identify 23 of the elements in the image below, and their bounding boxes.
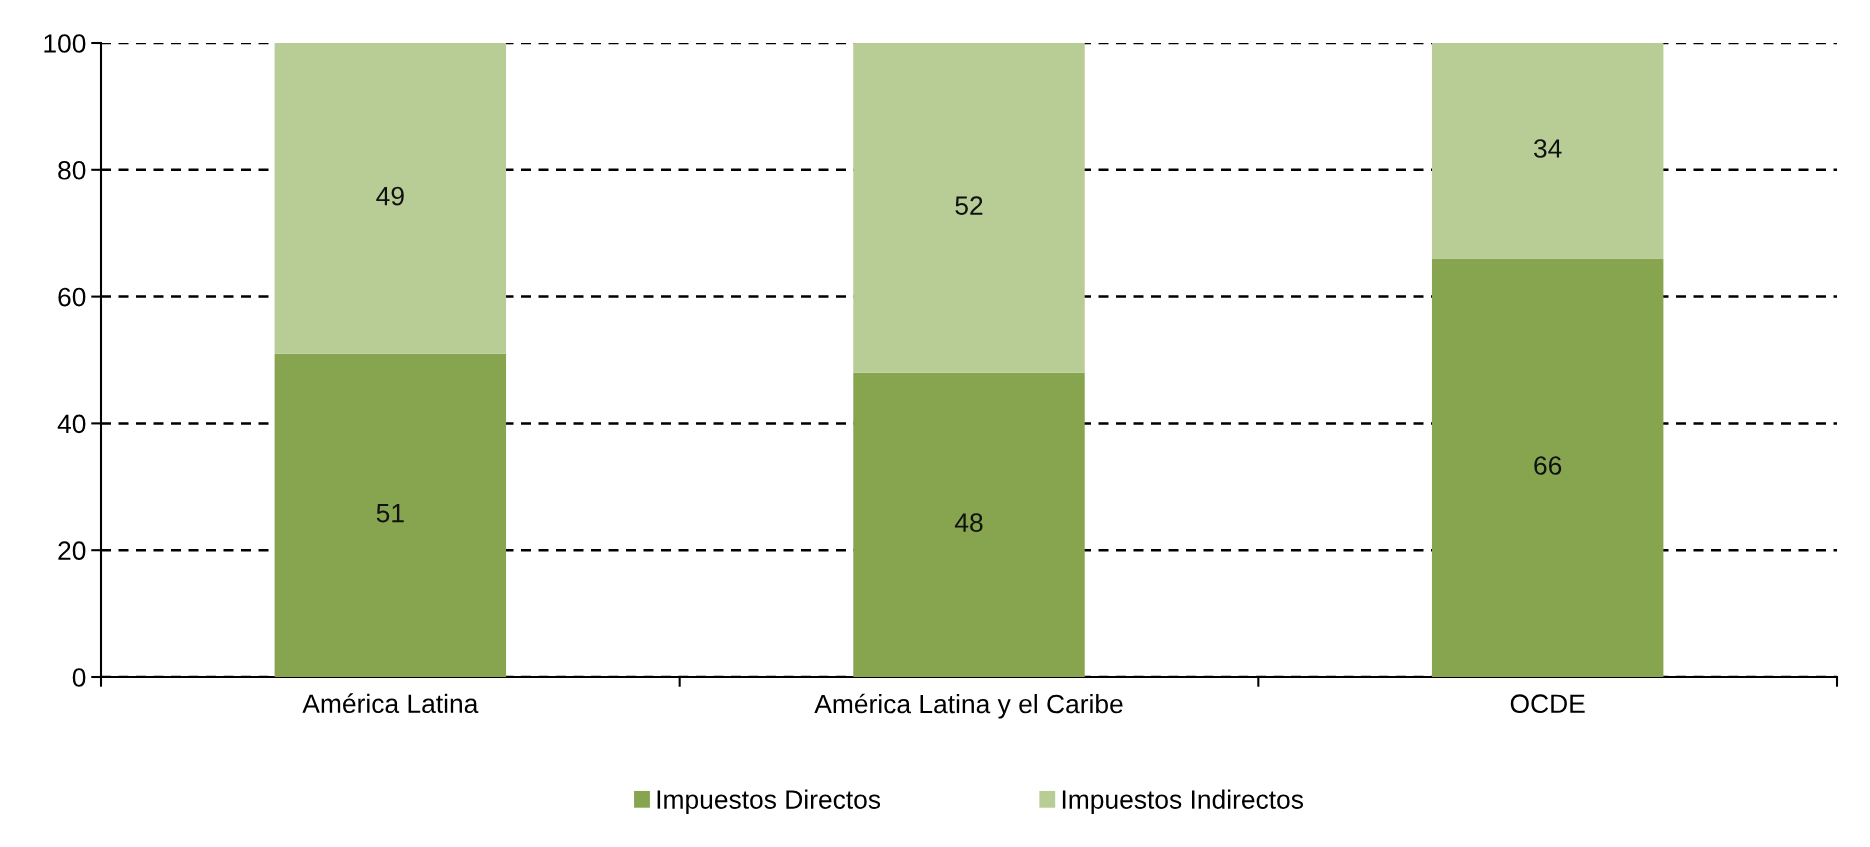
- data-label: 49: [376, 186, 404, 206]
- x-tick-label: América Latina y el Caribe: [814, 693, 1123, 719]
- bar: [274, 353, 507, 677]
- x-tick-label: OCDE: [1510, 694, 1585, 714]
- bar: [1431, 258, 1664, 677]
- y-tick-label: 40: [57, 414, 86, 434]
- data-label: 51: [376, 504, 404, 523]
- data-label: 34: [1534, 139, 1562, 158]
- y-tick-label: 0: [72, 668, 86, 687]
- y-tick-label: 20: [58, 541, 86, 561]
- x-tick-label: América Latina: [302, 693, 479, 714]
- data-label: 48: [954, 513, 983, 532]
- bar: [853, 43, 1085, 373]
- data-label: 66: [1534, 456, 1562, 475]
- data-label: 52: [955, 196, 983, 215]
- bar: [274, 43, 507, 354]
- y-tick-label: 60: [58, 287, 86, 307]
- bar: [1431, 43, 1664, 259]
- legend-label: Impuestos Indirectos: [1062, 789, 1303, 815]
- y-tick-label: 80: [58, 160, 86, 180]
- y-tick-label: 100: [44, 34, 86, 53]
- legend-label: Impuestos Directos: [657, 789, 881, 815]
- bar: [853, 372, 1085, 677]
